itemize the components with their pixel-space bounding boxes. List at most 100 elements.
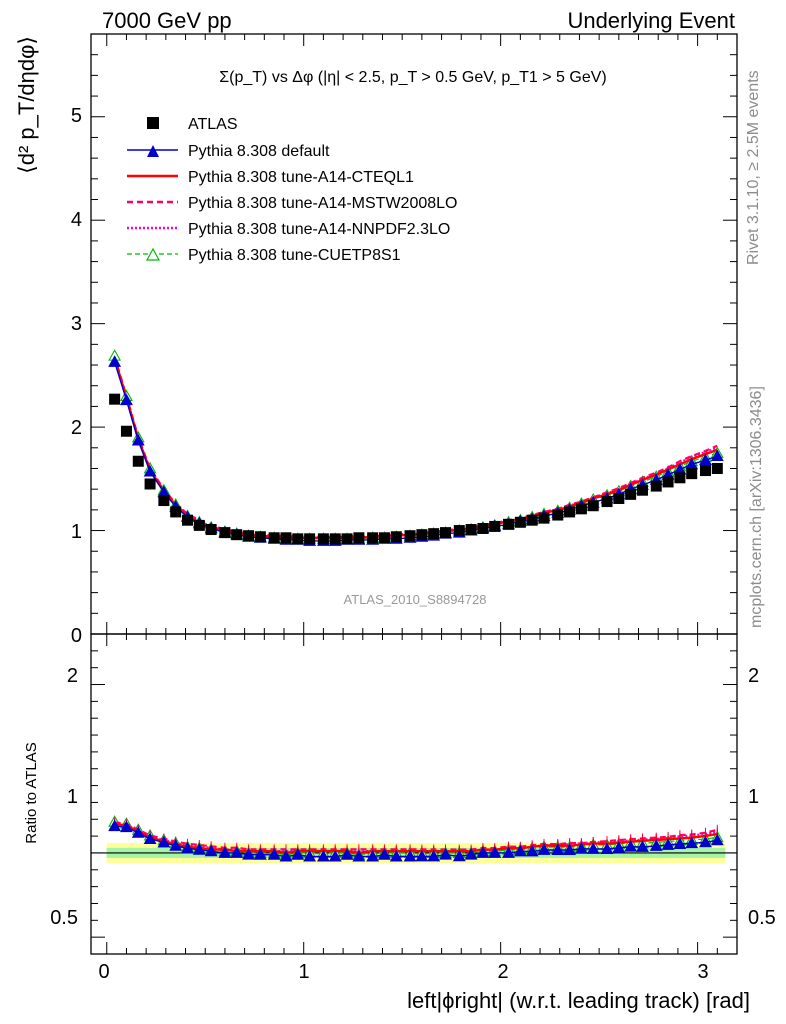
axis-ticks <box>91 33 737 954</box>
ratio-point-pythia-8-308-default <box>586 842 600 854</box>
ratio-point-pythia-8-308-default <box>242 848 255 860</box>
data-point-atlas <box>601 496 613 508</box>
xtick-label: 1 <box>298 961 309 983</box>
ratio-point-pythia-8-308-default <box>120 820 133 833</box>
ratio-point-pythia-8-308-default <box>624 840 638 852</box>
data-point-atlas <box>711 462 723 474</box>
data-point-atlas <box>625 488 637 500</box>
ratio-point-pythia-8-308-default <box>169 839 183 851</box>
ratio-point-pythia-8-308-default <box>612 841 626 853</box>
legend-marker-cuetp8s1 <box>145 247 161 261</box>
ratio-point-pythia-8-308-default <box>563 843 577 856</box>
ratio-point-pythia-8-308-default <box>685 836 699 849</box>
data-point-atlas <box>465 524 477 536</box>
legend-marker-default <box>147 145 159 157</box>
main-ytick-label: 4 <box>71 209 82 231</box>
ratio-plot-series <box>108 815 724 862</box>
ratio-point-pythia-8-308-default <box>218 846 232 858</box>
data-point-atlas <box>503 518 515 530</box>
legend-entry-cteql1: Pythia 8.308 tune-A14-CTEQL1 <box>127 169 414 186</box>
ratio-point-pythia-8-308-default <box>279 849 293 862</box>
data-point-atlas <box>390 531 402 543</box>
legend-entry-nnpdf: Pythia 8.308 tune-A14-NNPDF2.3LO <box>127 221 450 238</box>
data-point-atlas <box>526 514 538 526</box>
data-point-atlas <box>205 524 217 536</box>
ratio-point-pythia-8-308-default <box>291 848 305 860</box>
ratio-plot-frame <box>90 633 738 955</box>
ratio-ytick-label-left: 2 <box>67 665 78 687</box>
ratio-point-pythia-8-308-default <box>303 849 317 862</box>
ratio-point-pythia-8-308-default <box>403 849 417 862</box>
data-point-atlas <box>317 533 329 545</box>
ratio-point-pythia-8-308-default <box>525 844 539 857</box>
x-axis-label: left|ϕright| (w.r.t. leading track) [rad… <box>407 988 750 1013</box>
ratio-point-pythia-8-308-default <box>636 840 649 852</box>
data-point-atlas <box>587 500 599 512</box>
mcplots-source-label: mcplots.cern.ch [arXiv:1306.3436] <box>748 386 765 628</box>
data-point-atlas <box>120 425 132 437</box>
series-line-pythia-8-308-tune-cuetp8s1 <box>114 355 718 540</box>
ratio-point-pythia-8-308-default <box>181 841 194 854</box>
data-point-atlas <box>514 516 526 528</box>
main-plot-title: Σ(p_T) vs Δφ (|η| < 2.5, p_T > 0.5 GeV, … <box>219 69 606 86</box>
data-point-atlas <box>341 533 353 545</box>
main-ytick-label: 3 <box>71 313 82 335</box>
data-point-atlas <box>378 532 390 544</box>
series-line-pythia-8-308-default <box>113 361 718 542</box>
data-point-atlas <box>552 509 564 521</box>
data-point-atlas <box>538 512 550 524</box>
ratio-point-pythia-8-308-default <box>253 848 267 860</box>
main-plot-series <box>108 349 724 546</box>
legend-entry-cuetp8s1: Pythia 8.308 tune-CUETP8S1 <box>127 247 401 264</box>
ratio-ytick-label-right: 1 <box>748 786 759 808</box>
ratio-point-pythia-8-308-default <box>673 837 687 849</box>
data-point-pythia-8-308-default <box>143 464 157 477</box>
data-point-atlas <box>440 527 452 539</box>
data-point-atlas <box>132 455 144 467</box>
header-process-label: Underlying Event <box>567 8 735 33</box>
ratio-point-pythia-8-308-default <box>131 826 145 838</box>
main-ytick-label: 5 <box>71 105 82 127</box>
analysis-label: ATLAS_2010_S8894728 <box>344 592 487 607</box>
data-point-atlas <box>699 465 711 477</box>
data-point-atlas <box>219 527 231 539</box>
ratio-ytick-label-left: 1 <box>67 786 78 808</box>
data-point-pythia-8-308-default <box>131 433 145 446</box>
ratio-point-pythia-8-308-default <box>502 846 515 858</box>
data-point-atlas <box>144 478 156 490</box>
ratio-point-pythia-8-308-default <box>476 846 490 858</box>
ratio-y-axis-label: Ratio to ATLAS <box>23 742 40 843</box>
data-point-pythia-8-308-default <box>120 393 133 406</box>
data-point-atlas <box>182 514 194 526</box>
legend-label: ATLAS <box>188 116 238 133</box>
legend-entry-atlas: ATLAS <box>147 116 238 133</box>
legend: ATLAS Pythia 8.308 default Pythia 8.308 … <box>127 116 457 264</box>
data-point-atlas <box>453 525 465 537</box>
ratio-ytick-label-right: 2 <box>748 665 759 687</box>
ratio-point-pythia-8-308-default <box>108 819 122 832</box>
data-point-atlas <box>231 529 243 541</box>
ratio-ytick-label-right: 0.5 <box>748 907 776 929</box>
data-point-atlas <box>662 476 674 488</box>
xtick-label: 3 <box>697 961 708 983</box>
data-point-pythia-8-308-default <box>108 355 122 367</box>
ratio-point-pythia-8-308-default <box>143 832 157 844</box>
legend-label: Pythia 8.308 tune-A14-NNPDF2.3LO <box>188 221 450 238</box>
ratio-point-pythia-8-308-default <box>157 835 171 848</box>
ratio-point-pythia-8-308-default <box>340 848 354 860</box>
data-point-atlas <box>109 393 121 405</box>
data-point-atlas <box>329 533 341 545</box>
data-point-atlas <box>292 533 304 545</box>
data-point-atlas <box>243 530 255 542</box>
ratio-point-pythia-8-308-default <box>192 843 206 855</box>
ratio-point-pythia-8-308-default <box>352 849 366 862</box>
ratio-point-pythia-8-308-default <box>267 848 281 860</box>
data-point-atlas <box>193 519 205 531</box>
data-point-atlas <box>686 468 698 480</box>
data-point-pythia-8-308-default <box>699 453 712 466</box>
legend-marker-atlas <box>147 117 159 129</box>
data-point-atlas <box>636 484 648 496</box>
main-ytick-label: 1 <box>71 521 82 543</box>
series-line-pythia-8-308-tune-a14-mstw2008lo <box>113 356 718 538</box>
data-point-atlas <box>268 532 280 544</box>
